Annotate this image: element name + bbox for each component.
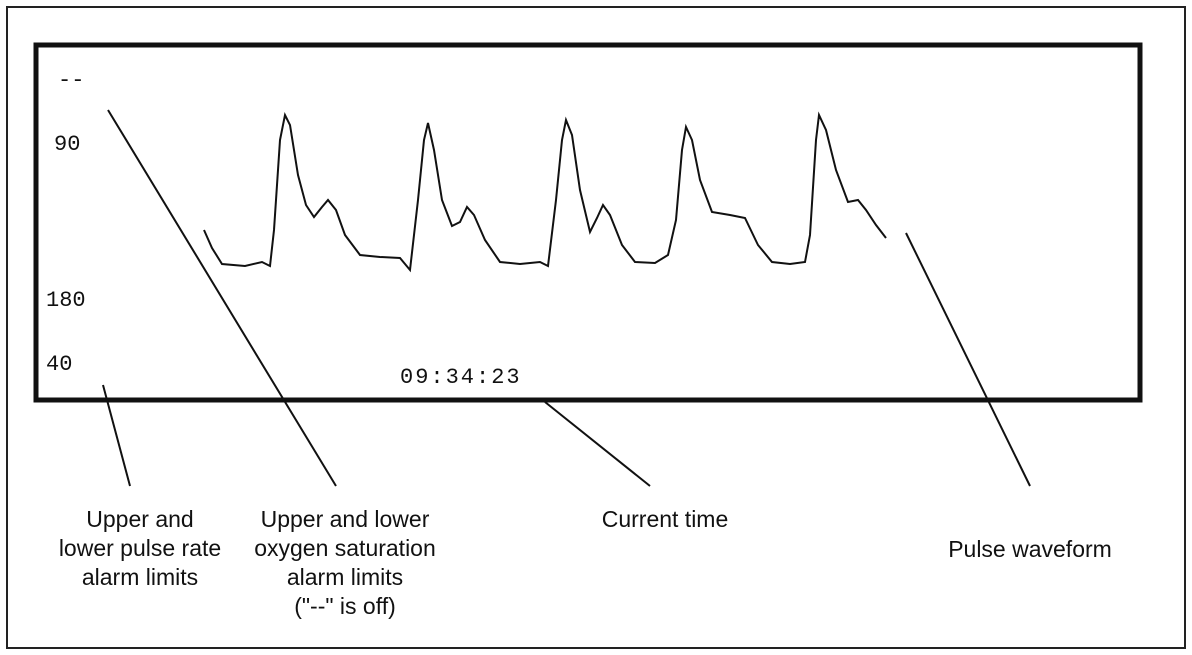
pulse-waveform (203, 111, 887, 273)
callout-label: alarm limits (82, 564, 198, 590)
callout-label: Current time (602, 506, 729, 532)
monitor-screen (33, 42, 1143, 403)
spo2-lower-limit: 90 (54, 132, 80, 157)
pulse-lower-limit: 40 (46, 352, 72, 377)
pulse-upper-limit: 180 (46, 288, 86, 313)
leader-line (102, 384, 131, 487)
leader-line (905, 232, 1031, 487)
callout-label: alarm limits (287, 564, 403, 590)
leader-line (107, 109, 337, 487)
callout-label: ("--" is off) (294, 593, 396, 619)
current-time: 09:34:23 (400, 365, 522, 390)
callout-label: lower pulse rate (59, 535, 221, 561)
callout-label: oxygen saturation (254, 535, 436, 561)
callout-label: Pulse waveform (948, 536, 1112, 562)
leader-lines (102, 109, 1031, 487)
spo2-upper-limit: -- (58, 68, 84, 93)
leader-line (544, 401, 651, 487)
outer-frame (6, 6, 1186, 649)
callout-label: Upper and lower (261, 506, 430, 532)
callout-label: Upper and (86, 506, 193, 532)
